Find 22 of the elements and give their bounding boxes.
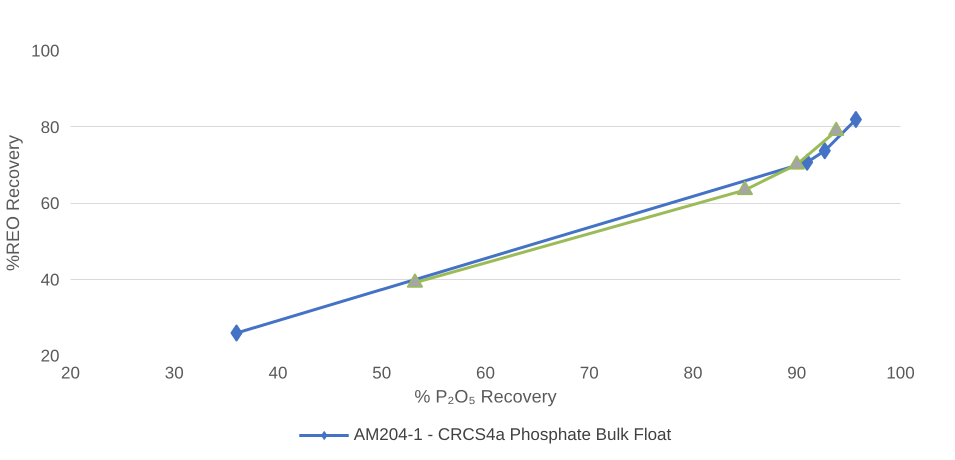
y-axis-title: %REO Recovery [3,134,24,272]
y-tick-label: 20 [40,346,60,366]
x-axis-title: % P₂O₅ Recovery [414,386,557,406]
x-tick-label: 80 [684,364,702,382]
legend-label: AM204-1 - CRCS4a Phosphate Bulk Float [354,425,672,445]
x-tick-label: 30 [164,364,184,382]
y-tick-label: 40 [40,270,60,290]
x-tick-label: 50 [372,364,392,382]
x-tick-label: 20 [61,364,80,382]
y-tick-label: 80 [40,118,60,137]
x-tick-label: 70 [580,364,599,382]
point [828,122,844,136]
y-tick-label: 100 [31,42,60,60]
y-tick-label: 60 [40,194,60,213]
point [736,180,754,196]
point [788,155,805,170]
x-tick-label: 90 [787,364,806,382]
x-tick-label: 100 [886,364,915,382]
x-tick-label: 40 [268,364,288,382]
point [406,273,424,288]
x-tick-label: 60 [476,364,495,382]
point [230,324,243,342]
